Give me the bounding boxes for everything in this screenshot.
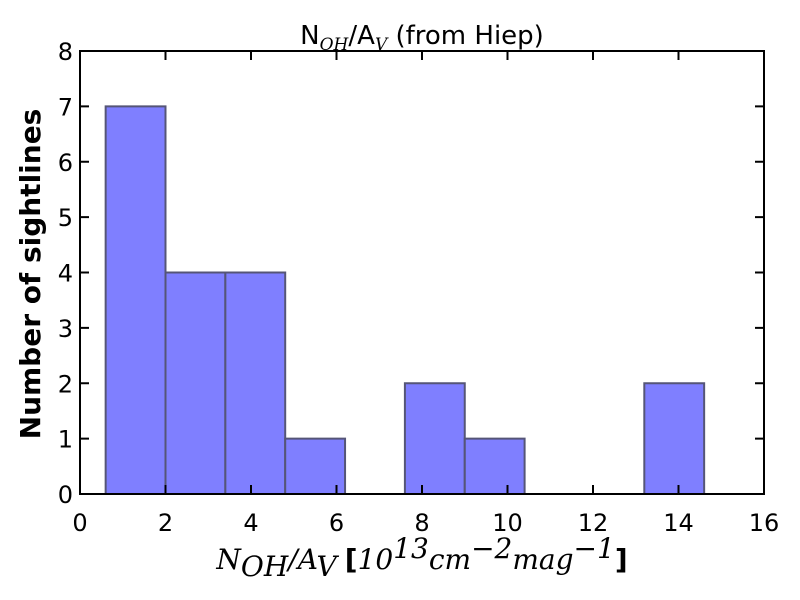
histogram-bar [403, 382, 466, 495]
y-tick-label: 0 [58, 481, 73, 509]
x-tick-label: 12 [578, 509, 609, 537]
histogram-bar [224, 271, 287, 495]
plot-frame [79, 50, 765, 495]
histogram-bar [164, 271, 227, 495]
x-tick-label: 6 [329, 509, 344, 537]
histogram-bar [643, 382, 706, 495]
y-tick-label: 5 [58, 204, 73, 232]
y-axis-label: Number of sightlines [14, 109, 47, 440]
y-tick-label: 1 [58, 426, 73, 454]
x-tick-label: 10 [492, 509, 523, 537]
x-tick-label: 16 [749, 509, 780, 537]
histogram-bar [284, 437, 347, 495]
y-tick-label: 2 [58, 370, 73, 398]
x-tick-label: 0 [72, 509, 87, 537]
x-tick-labels: 0 2 4 6 8 10 12 14 16 [72, 509, 779, 537]
y-tick-labels: 0 1 2 3 4 5 6 7 8 [58, 38, 73, 509]
x-axis-label: NOH/AV [1013cm−2mag−1] [215, 532, 627, 583]
chart-title: NOH/AV (from Hiep) [300, 21, 544, 55]
x-tick-label: 8 [414, 509, 429, 537]
histogram-bar [104, 105, 167, 495]
x-tick-label: 2 [158, 509, 173, 537]
y-tick-label: 4 [58, 260, 73, 288]
y-tick-label: 7 [58, 93, 73, 121]
y-tick-label: 3 [58, 315, 73, 343]
y-tick-label: 8 [58, 38, 73, 66]
x-tick-label: 4 [243, 509, 258, 537]
x-tick-label: 14 [663, 509, 694, 537]
histogram-bars [104, 105, 706, 495]
histogram-bar [463, 437, 526, 495]
y-tick-label: 6 [58, 149, 73, 177]
